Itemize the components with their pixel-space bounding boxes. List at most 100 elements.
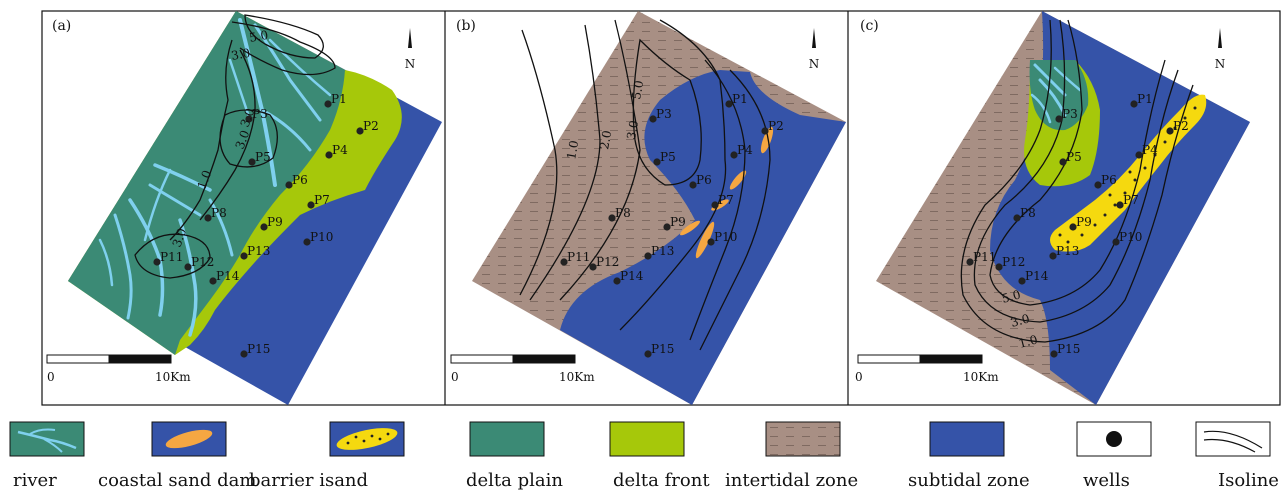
well-label: P1 [331, 92, 347, 106]
isolines [519, 19, 771, 351]
well-label: P15 [247, 342, 270, 356]
well-marker [608, 214, 616, 222]
well-marker [589, 263, 597, 271]
well-label: P13 [651, 244, 674, 258]
well-label: P11 [973, 250, 996, 264]
legend-label-intertidal-zone: intertidal zone [725, 470, 858, 491]
well-label: P8 [615, 206, 631, 220]
well-label: P13 [247, 244, 270, 258]
well-label: P6 [696, 173, 712, 187]
well-label: P12 [596, 255, 619, 269]
isoline-value: 3.0 [238, 106, 258, 129]
well-marker [325, 151, 333, 159]
well-label: P10 [310, 230, 333, 244]
scale-end-label: 10Km [559, 370, 595, 384]
isoline-value: 3.0 [233, 128, 253, 151]
well-marker [204, 214, 212, 222]
well-marker [1166, 127, 1174, 135]
well-label: P4 [737, 143, 753, 157]
well-marker [1055, 115, 1063, 123]
well-marker [240, 350, 248, 358]
well-marker [303, 238, 311, 246]
well-marker [285, 181, 293, 189]
legend-swatch-delta-plain [469, 421, 545, 457]
north-label: N [405, 57, 416, 71]
well-label: P2 [1173, 119, 1189, 133]
well-marker [209, 277, 217, 285]
well-marker [1050, 350, 1058, 358]
well-label: P4 [332, 143, 348, 157]
well-label: P2 [768, 119, 784, 133]
well-marker [761, 127, 769, 135]
isoline-value: 1.0 [564, 139, 581, 160]
isoline-value: 1.0 [195, 168, 215, 191]
legend-label-delta-plain: delta plain [466, 470, 563, 491]
legend-swatch-delta-front [609, 421, 685, 457]
legend-label-isoline: Isoline [1218, 470, 1279, 491]
isoline-value: 5.0 [629, 79, 646, 100]
legend-label-coastal-sand-dam: coastal sand dam [98, 470, 256, 491]
well-label: P12 [191, 255, 214, 269]
scale-bar-c [857, 354, 983, 364]
legend-swatch-wells [1076, 421, 1152, 457]
well-label: P5 [1066, 150, 1082, 164]
legend-label-wells: wells [1083, 470, 1130, 491]
well-label: P3 [1062, 107, 1078, 121]
well-marker [613, 277, 621, 285]
well-label: P1 [1137, 92, 1153, 106]
well-label: P14 [216, 269, 240, 283]
well-label: P5 [660, 150, 676, 164]
well-marker [1135, 151, 1143, 159]
scale-zero-label: 0 [451, 370, 459, 384]
legend-swatch-isoline [1195, 421, 1271, 457]
well-marker [324, 100, 332, 108]
panel-label: (c) [860, 18, 879, 34]
north-arrow-icon [408, 28, 412, 48]
well-label: P8 [211, 206, 227, 220]
well-marker [689, 181, 697, 189]
isoline-value: 3.0 [624, 119, 641, 140]
well-label: P7 [314, 193, 330, 207]
well-label: P14 [1025, 269, 1049, 283]
isoline-value: 5.0 [248, 28, 269, 45]
well-label: P11 [160, 250, 183, 264]
well-label: P6 [292, 173, 308, 187]
well-label: P15 [651, 342, 674, 356]
well-marker [184, 263, 192, 271]
isoline-value: 3.0 [230, 46, 251, 63]
map-panel-a [68, 11, 442, 405]
well-label: P15 [1057, 342, 1080, 356]
well-label: P7 [1123, 193, 1139, 207]
well-label: P4 [1142, 143, 1158, 157]
well-marker [1018, 277, 1026, 285]
well-label: P1 [732, 92, 748, 106]
well-marker [1059, 158, 1067, 166]
well-marker [248, 158, 256, 166]
well-label: P10 [714, 230, 737, 244]
well-marker [707, 238, 715, 246]
legend-swatch-coastal-sand-dam [151, 421, 227, 457]
barrier-island-dots [1058, 106, 1197, 244]
well-marker [966, 258, 974, 266]
well-label: P14 [620, 269, 644, 283]
legend-swatch-river [9, 421, 85, 457]
well-marker [1094, 181, 1102, 189]
well-marker [307, 201, 315, 209]
well-marker [649, 115, 657, 123]
panels-frame [41, 10, 1281, 406]
north-arrow-icon [812, 28, 816, 48]
north-label: N [809, 57, 820, 71]
well-marker [245, 115, 253, 123]
isoline-value: 1.0 [1017, 332, 1039, 350]
scale-bar-b [450, 354, 576, 364]
isoline-value: 3.0 [1009, 311, 1031, 329]
well-marker [356, 127, 364, 135]
well-marker [644, 350, 652, 358]
well-marker [1130, 100, 1138, 108]
legend-swatch-intertidal-zone [765, 421, 841, 457]
well-label: P9 [670, 215, 686, 229]
legend-label-subtidal-zone: subtidal zone [908, 470, 1030, 491]
well-marker [730, 151, 738, 159]
